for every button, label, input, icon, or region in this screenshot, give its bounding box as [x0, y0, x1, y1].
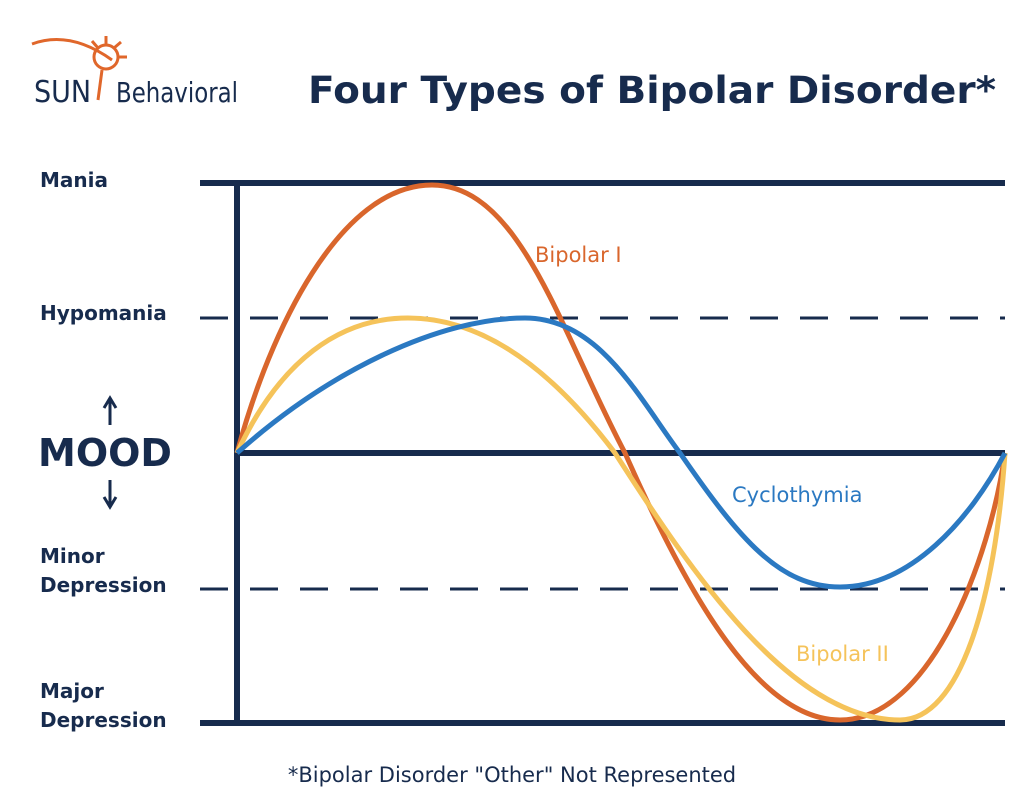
- level-label: Hypomania: [40, 301, 167, 325]
- mood-arrows: [102, 395, 118, 510]
- curve-bipolar-2: [234, 315, 1008, 723]
- curve-label: Bipolar I: [535, 243, 622, 267]
- curve-cyclothymia: [235, 315, 1008, 590]
- logo-arc: [31, 38, 113, 62]
- line: Depression: [40, 573, 167, 597]
- level-label: Mania: [40, 168, 108, 192]
- logo-word: Behavioral: [116, 76, 238, 109]
- curve-bipolar-1: [234, 182, 1008, 723]
- curve-label: Bipolar II: [796, 642, 889, 666]
- logo-rays: [90, 36, 127, 101]
- curves: [234, 182, 1008, 723]
- logo: SUN Behavioral: [31, 36, 238, 110]
- level-label: Major Depression: [40, 679, 167, 732]
- logo-word: SUN: [34, 75, 91, 110]
- title: Four Types of Bipolar Disorder*: [308, 69, 996, 112]
- curve-label: Cyclothymia: [732, 483, 862, 507]
- line: Minor: [40, 544, 105, 568]
- line: Major: [40, 679, 104, 703]
- line: Depression: [40, 708, 167, 732]
- footnote: *Bipolar Disorder "Other" Not Represente…: [288, 763, 736, 787]
- level-label: Minor Depression: [40, 544, 167, 597]
- mood-label: MOOD: [38, 431, 172, 475]
